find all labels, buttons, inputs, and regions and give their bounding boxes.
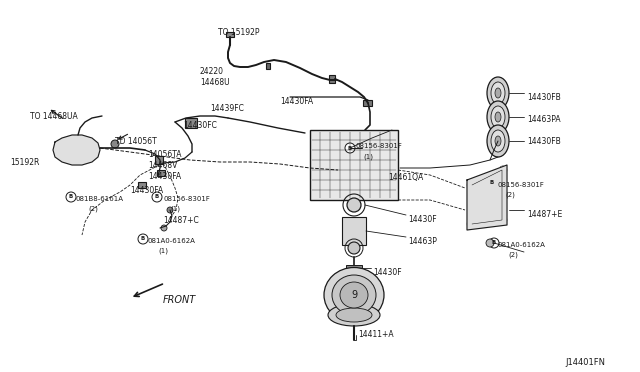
- Ellipse shape: [324, 267, 384, 323]
- Text: 14468U: 14468U: [200, 78, 230, 87]
- Text: 14430F: 14430F: [408, 215, 436, 224]
- Bar: [138, 182, 146, 188]
- Circle shape: [467, 181, 475, 189]
- Circle shape: [138, 234, 148, 244]
- Bar: [310, 130, 398, 200]
- Ellipse shape: [336, 308, 372, 322]
- Ellipse shape: [495, 136, 501, 146]
- Text: (2): (2): [88, 206, 98, 212]
- Text: 08156-8301F: 08156-8301F: [356, 143, 403, 149]
- Text: (1): (1): [158, 248, 168, 254]
- Circle shape: [152, 192, 162, 202]
- Text: 14411+A: 14411+A: [358, 330, 394, 339]
- Circle shape: [345, 143, 355, 153]
- Text: B: B: [492, 241, 496, 246]
- Circle shape: [69, 148, 75, 154]
- Text: (2): (2): [505, 192, 515, 199]
- Ellipse shape: [491, 130, 505, 152]
- Text: J14401FN: J14401FN: [565, 358, 605, 367]
- Text: 14430FC: 14430FC: [183, 121, 217, 130]
- Text: 14463PA: 14463PA: [527, 115, 561, 124]
- Ellipse shape: [495, 112, 501, 122]
- Ellipse shape: [487, 101, 509, 133]
- Text: (2): (2): [508, 252, 518, 259]
- Text: 14430FB: 14430FB: [527, 137, 561, 146]
- Text: 9: 9: [351, 290, 357, 300]
- Text: B: B: [141, 237, 145, 241]
- Text: 081A0-6162A: 081A0-6162A: [498, 242, 546, 248]
- Text: 14487+C: 14487+C: [163, 216, 199, 225]
- Circle shape: [161, 225, 167, 231]
- Text: 14463P: 14463P: [408, 237, 437, 246]
- Text: FRONT: FRONT: [163, 295, 196, 305]
- Bar: [363, 100, 372, 106]
- Ellipse shape: [340, 282, 368, 308]
- Circle shape: [489, 238, 499, 248]
- Polygon shape: [53, 135, 100, 165]
- Text: TO 15192P: TO 15192P: [218, 28, 259, 37]
- Circle shape: [66, 192, 76, 202]
- Ellipse shape: [491, 106, 505, 128]
- Ellipse shape: [328, 304, 380, 326]
- Text: 14430F: 14430F: [373, 268, 402, 277]
- Text: 14487+E: 14487+E: [527, 210, 563, 219]
- Circle shape: [66, 145, 78, 157]
- Text: 081B8-6161A: 081B8-6161A: [75, 196, 123, 202]
- Text: B: B: [348, 145, 352, 151]
- Bar: [342, 217, 366, 245]
- Circle shape: [499, 216, 507, 224]
- Bar: [346, 265, 362, 270]
- Circle shape: [347, 198, 361, 212]
- Text: B: B: [490, 180, 494, 186]
- Text: 08156-8301F: 08156-8301F: [498, 182, 545, 188]
- Bar: [329, 75, 335, 83]
- Text: B: B: [155, 195, 159, 199]
- Circle shape: [111, 140, 119, 148]
- Ellipse shape: [487, 77, 509, 109]
- Circle shape: [487, 178, 497, 188]
- Bar: [266, 63, 270, 69]
- Text: 14439FC: 14439FC: [210, 104, 244, 113]
- Text: (1): (1): [170, 206, 180, 212]
- Text: (1): (1): [363, 153, 373, 160]
- Text: 081A0-6162A: 081A0-6162A: [148, 238, 196, 244]
- Text: 08156-8301F: 08156-8301F: [163, 196, 210, 202]
- Text: 14056TA: 14056TA: [148, 150, 182, 159]
- Text: 24220: 24220: [200, 67, 224, 76]
- Bar: [157, 170, 165, 176]
- Bar: [185, 118, 197, 128]
- Bar: [226, 32, 234, 37]
- Text: TD 14056T: TD 14056T: [115, 137, 157, 146]
- Bar: [155, 156, 163, 164]
- Circle shape: [467, 220, 475, 228]
- Text: 14430FA: 14430FA: [148, 172, 181, 181]
- Text: 14430FA: 14430FA: [130, 186, 163, 195]
- Circle shape: [499, 166, 507, 174]
- Text: B: B: [69, 195, 73, 199]
- Circle shape: [348, 242, 360, 254]
- Ellipse shape: [495, 88, 501, 98]
- Text: 15192R: 15192R: [10, 158, 40, 167]
- Circle shape: [167, 207, 173, 213]
- Text: TO 14468UA: TO 14468UA: [30, 112, 77, 121]
- Ellipse shape: [491, 82, 505, 104]
- Text: 14430FA: 14430FA: [280, 97, 313, 106]
- Text: 14430FB: 14430FB: [527, 93, 561, 102]
- Ellipse shape: [332, 275, 376, 315]
- Text: 14468V: 14468V: [148, 161, 177, 170]
- Ellipse shape: [487, 125, 509, 157]
- Text: 14461QA: 14461QA: [388, 173, 423, 182]
- Polygon shape: [467, 165, 507, 230]
- Circle shape: [486, 239, 494, 247]
